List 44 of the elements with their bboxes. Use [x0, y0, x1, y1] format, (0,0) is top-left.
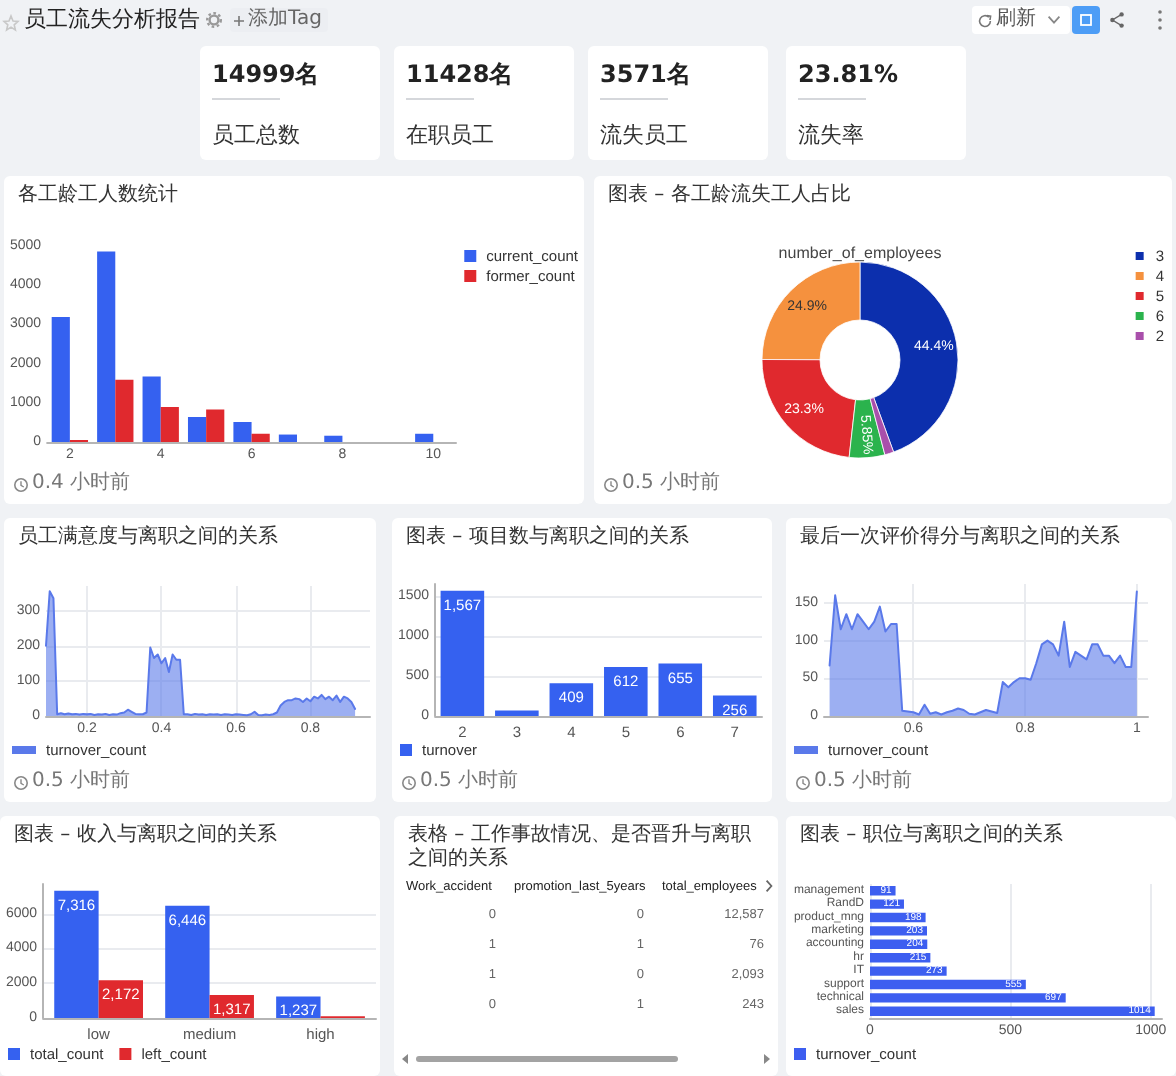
kpi-card: 23.81% 流失率	[786, 46, 966, 160]
bar	[233, 422, 252, 442]
bar	[604, 667, 648, 716]
bar	[187, 416, 207, 442]
chart-title: 图表 – 项目数与离职之间的关系	[406, 526, 689, 550]
bar	[97, 251, 116, 442]
bar	[870, 993, 1066, 1003]
bar	[495, 710, 539, 716]
bar	[54, 890, 99, 1018]
kpi-card: 3571名 流失员工	[588, 46, 768, 160]
bar	[870, 966, 947, 976]
text: 员工流失分析报告	[24, 6, 200, 34]
bar	[870, 926, 927, 936]
bar	[870, 979, 1026, 990]
bar	[165, 905, 210, 1018]
chart-title: 最后一次评价得分与离职之间的关系	[800, 526, 1120, 550]
bar	[658, 663, 703, 716]
bar	[870, 1006, 1155, 1016]
text: 0.5 小时前	[420, 770, 519, 794]
text: 0.5 小时前	[814, 770, 913, 794]
bar	[440, 590, 485, 716]
chart-subtitle: number_of_employees	[778, 244, 942, 264]
text: 表格 – 工作事故情况、是否晋升与离职之间的关系	[408, 824, 753, 872]
chart-title: 各工龄工人数统计	[18, 184, 178, 208]
refresh-button: 刷新	[972, 6, 1070, 34]
chart-title: 图表 – 收入与离职之间的关系	[14, 824, 277, 848]
bar	[115, 379, 134, 442]
kpi-card: 14999名 员工总数	[200, 46, 380, 160]
bar	[251, 433, 270, 442]
text: 0.4 小时前	[32, 472, 131, 496]
chart-title: 图表 – 职位与离职之间的关系	[800, 824, 1063, 848]
bar	[142, 376, 161, 442]
chart-title: 图表 – 各工龄流失工人占比	[608, 184, 851, 208]
tag-button: 添加Tag	[230, 8, 328, 32]
bar	[160, 407, 179, 442]
kpi-card: 11428名 在职员工	[394, 46, 574, 160]
text: 0.5 小时前	[32, 770, 131, 794]
chart-title: 员工满意度与离职之间的关系	[18, 526, 278, 550]
bar	[206, 409, 225, 442]
bar	[51, 316, 70, 442]
bar	[415, 433, 434, 442]
bar	[324, 435, 343, 442]
text: 0.5 小时前	[622, 472, 721, 496]
bar	[278, 434, 297, 442]
